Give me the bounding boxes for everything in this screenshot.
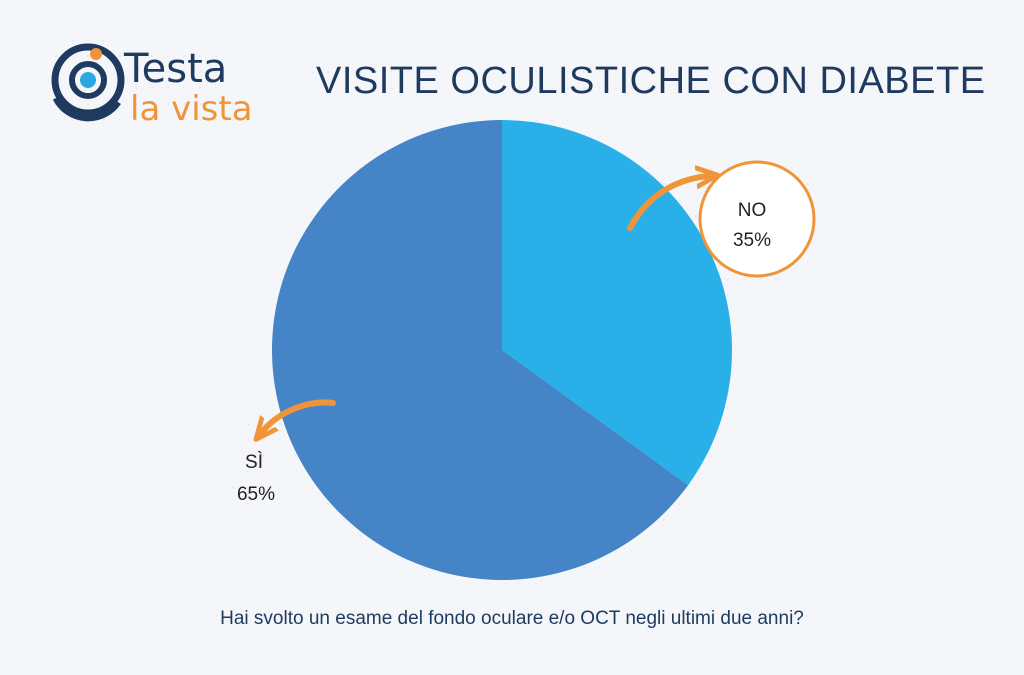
slice-value-no: 35% (733, 230, 771, 251)
pie-slice-no (502, 120, 732, 486)
logo-pupil-ring (69, 61, 107, 99)
page-title: VISITE OCULISTICHE CON DIABETE (316, 60, 986, 102)
logo-dot (90, 48, 102, 60)
logo-swoosh (52, 96, 121, 122)
slice-label-no: NO (738, 200, 767, 221)
testa-la-vista-logo: Testa la vista (51, 43, 253, 128)
pie-slice-si (271, 119, 689, 580)
logo-text-line2: la vista (130, 89, 253, 128)
survey-question: Hai svolto un esame del fondo oculare e/… (220, 608, 804, 629)
slice-value-si: 65% (237, 484, 275, 505)
logo-ring (51, 43, 125, 117)
logo-pupil (80, 72, 96, 88)
callout-circle-no (698, 160, 816, 278)
logo-text-line1: Testa (123, 46, 227, 92)
callout-arrow-no (627, 176, 708, 231)
slice-label-si: SÌ (245, 452, 263, 473)
callout-arrow-si (262, 399, 336, 432)
